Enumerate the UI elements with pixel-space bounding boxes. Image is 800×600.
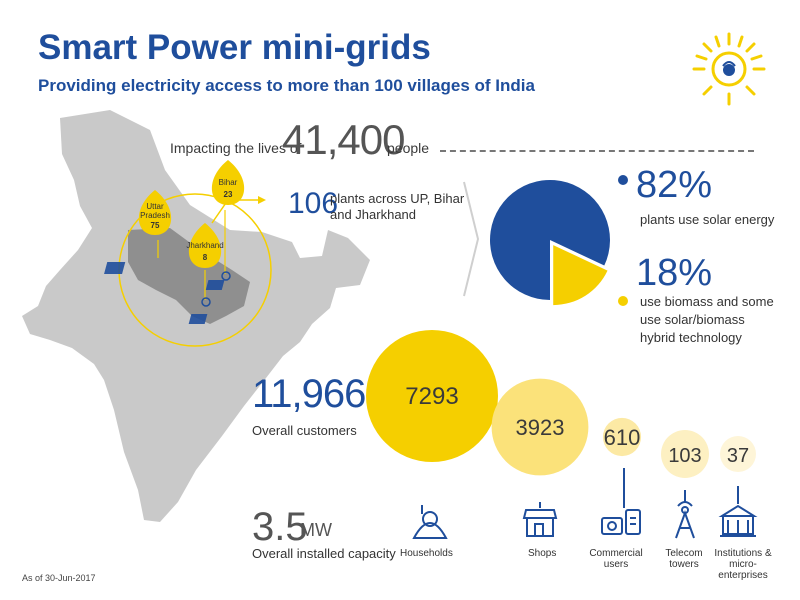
bubble-value-2: 610 <box>604 425 641 450</box>
legend-dot-biomass <box>618 296 628 306</box>
bubble-value-4: 37 <box>727 445 749 467</box>
state-label: Bihar <box>219 178 238 187</box>
shop-icon <box>522 502 558 537</box>
india-map: Uttar Pradesh 75 Bihar 23 Jharkhand 8 <box>22 110 370 522</box>
customers-label: Overall customers <box>252 423 357 438</box>
legend-dot-solar <box>618 175 628 185</box>
arrow-head <box>258 196 266 204</box>
bubble-1 <box>491 378 589 476</box>
plants-text: plants across UP, Bihar and Jharkhand <box>330 191 465 222</box>
bubble-value-0: 7293 <box>405 383 458 410</box>
institution-icon <box>718 486 758 537</box>
logo-sun-icon <box>692 32 766 106</box>
commercial-icon <box>601 468 641 535</box>
state-label: Jharkhand <box>186 241 223 250</box>
state-count: 23 <box>224 190 233 199</box>
energy-pie-chart <box>490 180 610 306</box>
bubble-2 <box>602 417 642 457</box>
capacity-number: 3.5 <box>252 505 308 549</box>
category-label-shops: Shops <box>528 548 557 559</box>
customers-bubble-chart: 7293 3923 610 103 37 <box>366 330 758 539</box>
state-label: Uttar Pradesh <box>140 202 170 220</box>
impact-suffix: people <box>387 140 430 156</box>
capacity-label: Overall installed capacity <box>252 546 396 561</box>
pin-up <box>138 190 172 235</box>
divider <box>440 150 754 152</box>
impact-prefix: Impacting the lives of <box>170 140 302 156</box>
bubble-4 <box>720 436 756 472</box>
plants-number: 106 <box>288 187 339 220</box>
biomass-percentage: 18% <box>636 252 713 294</box>
biomass-text: use biomass and some use solar/biomass h… <box>640 294 774 345</box>
category-label-telecom: Telecom towers <box>665 548 703 570</box>
solar-text: plants use solar energy <box>640 212 775 227</box>
bubble-value-1: 3923 <box>516 415 565 440</box>
state-count: 75 <box>151 221 160 230</box>
household-icon <box>412 505 448 539</box>
capacity-unit: MW <box>300 520 332 540</box>
pie-slice-0 <box>490 180 610 300</box>
page-subtitle: Providing electricity access to more tha… <box>38 76 535 95</box>
solar-panel-icon <box>104 262 225 324</box>
category-label-households: Households <box>400 548 453 559</box>
bubble-0 <box>366 330 498 462</box>
pin-jharkhand <box>188 223 222 268</box>
customers-number: 11,966 <box>252 372 366 416</box>
arrow-line <box>211 199 262 224</box>
pin-bihar <box>211 160 245 205</box>
impact-number: 41,400 <box>282 116 405 163</box>
pie-slice-1 <box>553 245 608 306</box>
chevron-right-icon <box>463 181 480 297</box>
as-of-date: As of 30-Jun-2017 <box>22 573 96 583</box>
bubble-value-3: 103 <box>668 445 701 467</box>
category-label-institutions: Institutions & micro-enterprises <box>714 548 772 581</box>
category-label-commercial: Commercial users <box>589 548 643 570</box>
solar-percentage: 82% <box>636 164 713 206</box>
page-title: Smart Power mini-grids <box>38 28 431 67</box>
tower-icon <box>675 490 695 539</box>
bubble-3 <box>661 430 709 478</box>
state-count: 8 <box>203 253 208 262</box>
